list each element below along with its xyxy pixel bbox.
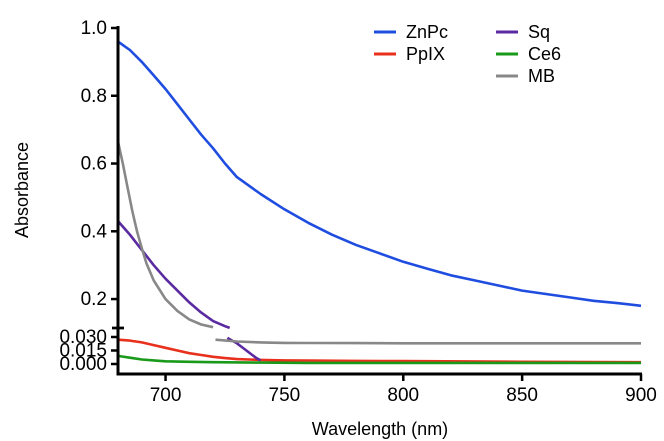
series-line-znpc-0-0 [117, 40, 642, 308]
legend-label-ppix: PpIX [406, 44, 445, 64]
x-tick-label-800: 800 [387, 385, 419, 406]
x-tick-label-750: 750 [269, 385, 301, 406]
series-line-sq-2-0 [117, 220, 231, 330]
x-axis-title: Wavelength (nm) [312, 419, 448, 439]
y-tick-label-0.6: 0.6 [81, 154, 107, 175]
series-layer [116, 40, 642, 365]
y-tick-label-0.4: 0.4 [81, 221, 108, 242]
x-tick-label-900: 900 [625, 385, 657, 406]
x-tick-label-700: 700 [150, 385, 182, 406]
legend-label-mb: MB [528, 66, 555, 86]
legend-label-znpc: ZnPc [406, 22, 448, 42]
series-line-mb-6-0 [215, 338, 641, 345]
series-line-ppix-1-0 [117, 338, 642, 364]
y-axis-title: Absorbance [12, 142, 32, 238]
y-tick-label-0.8: 0.8 [81, 86, 107, 107]
y-tick-label-0.015: 0.015 [59, 341, 107, 362]
legend-label-sq: Sq [528, 22, 550, 42]
series-line-mb-5-0 [116, 141, 214, 329]
y-tick-label-1.0: 1.0 [81, 18, 107, 39]
y-tick-label-0.000: 0.000 [59, 354, 107, 375]
y-tick-label-0.2: 0.2 [81, 289, 107, 310]
x-tick-label-850: 850 [506, 385, 538, 406]
y-tick-label-0.030: 0.030 [59, 327, 107, 348]
legend-label-ce6: Ce6 [528, 44, 561, 64]
series-line-ce6-4-0 [117, 354, 641, 365]
